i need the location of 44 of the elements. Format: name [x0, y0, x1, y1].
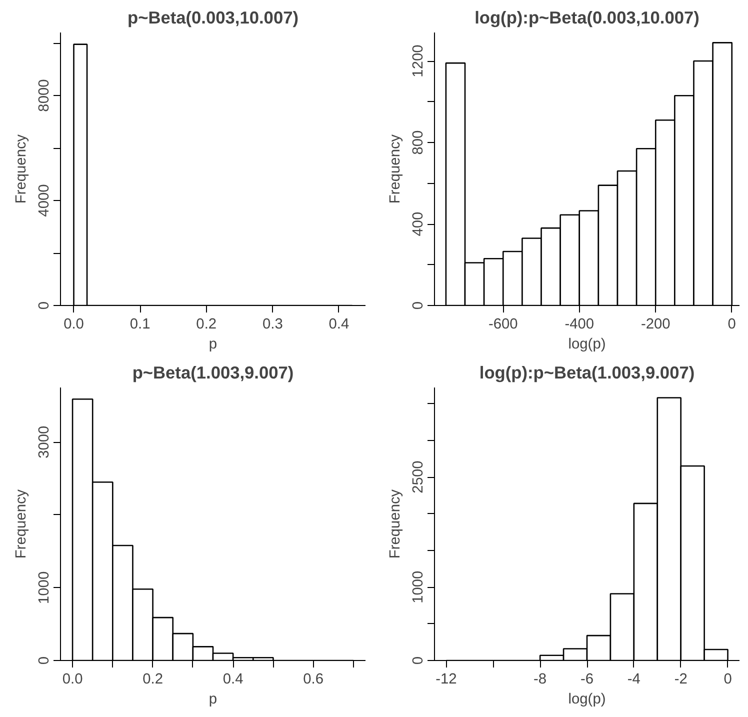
chart-title: p~Beta(0.003,10.007) — [128, 8, 298, 28]
x-tick-label: -200 — [640, 316, 670, 332]
y-tick-label: 0 — [410, 656, 426, 665]
y-axis-title: Frequency — [14, 488, 30, 559]
y-tick-label: 3000 — [36, 426, 52, 458]
x-tick-label: 0.2 — [142, 672, 163, 688]
y-axis-title: Frequency — [14, 134, 30, 204]
x-tick-label: 0.3 — [262, 316, 283, 332]
chart-title: log(p):p~Beta(1.003,9.007) — [479, 362, 695, 382]
chart-title: log(p):p~Beta(0.003,10.007) — [474, 8, 700, 28]
x-tick-label: -4 — [627, 672, 640, 688]
y-tick-label: 2500 — [410, 460, 426, 494]
y-tick-label: 4000 — [36, 184, 52, 217]
x-tick-label: 0.0 — [62, 672, 83, 688]
x-tick-label: -600 — [488, 316, 518, 332]
x-tick-label: 0.6 — [303, 672, 324, 688]
x-tick-label: -400 — [564, 316, 594, 332]
x-axis-title: log(p) — [568, 336, 606, 352]
y-tick-label: 8000 — [36, 79, 52, 112]
x-tick-label: 0 — [724, 672, 732, 688]
y-tick-label: 1000 — [36, 571, 52, 604]
x-tick-label: -12 — [436, 672, 457, 688]
y-tick-label: 1200 — [410, 44, 426, 78]
x-axis-title: p — [208, 692, 218, 708]
y-tick-label: 0 — [36, 656, 52, 665]
y-tick-label: 400 — [410, 212, 426, 236]
x-tick-label: 0.4 — [328, 316, 350, 332]
y-tick-label: 1000 — [410, 570, 426, 604]
x-tick-label: 0.2 — [196, 316, 217, 332]
x-tick-label: -2 — [674, 672, 688, 688]
x-axis-title: p — [208, 336, 218, 352]
y-tick-label: 0 — [410, 301, 426, 310]
x-tick-label: -6 — [580, 672, 594, 688]
x-axis-title: log(p) — [568, 692, 606, 708]
y-axis-title: Frequency — [388, 134, 404, 204]
chart-title: p~Beta(1.003,9.007) — [132, 362, 294, 382]
x-tick-label: 0.4 — [222, 672, 244, 688]
x-tick-label: -8 — [534, 672, 547, 688]
x-tick-label: 0 — [728, 316, 736, 332]
x-tick-label: 0.1 — [130, 316, 150, 332]
y-tick-label: 800 — [410, 130, 426, 155]
y-axis-title: Frequency — [388, 488, 404, 559]
y-tick-label: 0 — [36, 301, 52, 310]
x-tick-label: 0.0 — [64, 316, 84, 332]
